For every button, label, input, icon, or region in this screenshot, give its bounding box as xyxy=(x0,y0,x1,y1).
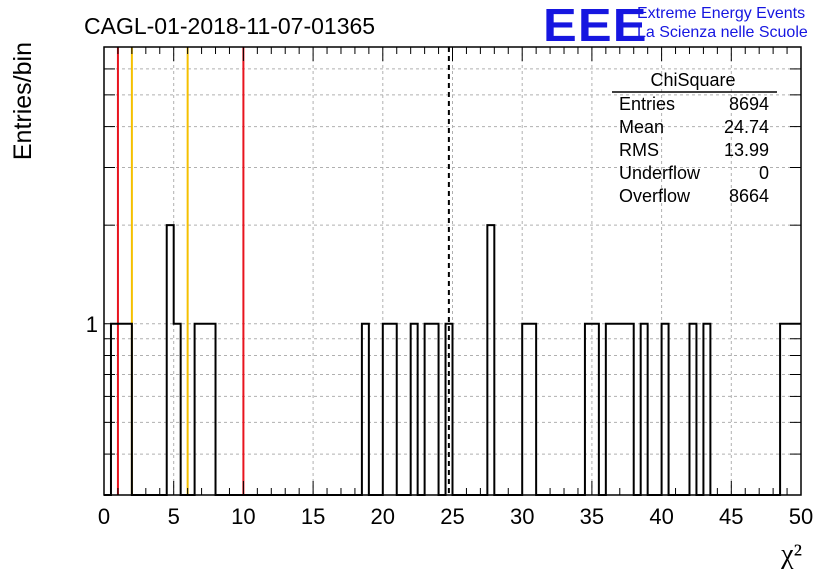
stats-label: Mean xyxy=(619,117,664,137)
x-tick-label: 35 xyxy=(580,504,604,529)
x-tick-label: 45 xyxy=(719,504,743,529)
logo-line-2: La Scienza nelle Scuole xyxy=(637,24,808,41)
stats-value: 8664 xyxy=(729,186,769,206)
histogram-bin xyxy=(425,324,432,495)
histogram-bin xyxy=(794,324,801,495)
x-tick-label: 20 xyxy=(371,504,395,529)
stats-box: ChiSquare Entries 8694 Mean 24.74 RMS 13.99 Un… xyxy=(612,70,777,206)
stats-label: RMS xyxy=(619,140,659,160)
histogram-bin xyxy=(529,324,536,495)
x-tick-label: 25 xyxy=(440,504,464,529)
histogram-bin xyxy=(118,324,125,495)
x-axis-label: χ² xyxy=(780,539,802,570)
histogram-bin xyxy=(703,324,710,495)
stats-label: Overflow xyxy=(619,186,691,206)
chart-title: CAGL-01-2018-11-07-01365 xyxy=(84,13,375,39)
histogram-bin xyxy=(780,324,787,495)
histogram-bin xyxy=(641,324,648,495)
histogram-bin xyxy=(411,324,418,495)
x-tick-label: 5 xyxy=(168,504,180,529)
stats-label: Underflow xyxy=(619,163,701,183)
histogram-bin xyxy=(662,324,669,495)
stats-value: 24.74 xyxy=(724,117,769,137)
histogram-bin xyxy=(125,324,132,495)
histogram-bin xyxy=(209,324,216,495)
x-tick-label: 0 xyxy=(98,504,110,529)
logo-line-1: Extreme Energy Events xyxy=(637,5,806,22)
y-axis-label: Entries/bin xyxy=(9,42,37,160)
x-tick-label: 30 xyxy=(510,504,534,529)
stats-value: 0 xyxy=(759,163,769,183)
x-tick-label: 40 xyxy=(649,504,673,529)
stats-value: 8694 xyxy=(729,94,769,114)
histogram-bin xyxy=(195,324,202,495)
histogram-bin xyxy=(627,324,634,495)
histogram-bin xyxy=(390,324,397,495)
x-tick-label: 50 xyxy=(789,504,813,529)
y-tick-label: 1 xyxy=(86,312,98,337)
histogram-bin xyxy=(383,324,390,495)
histogram-bin xyxy=(787,324,794,495)
histogram-bin xyxy=(585,324,592,495)
histogram-bin xyxy=(202,324,209,495)
histogram-bin xyxy=(689,324,696,495)
stats-header: ChiSquare xyxy=(650,70,735,90)
histogram-bin xyxy=(592,324,599,495)
stats-label: Entries xyxy=(619,94,675,114)
histogram-bin xyxy=(174,324,181,495)
eee-logo: EEE xyxy=(543,0,648,51)
histogram-bin xyxy=(432,324,439,495)
histogram-bin xyxy=(111,324,118,495)
x-tick-label: 15 xyxy=(301,504,325,529)
histogram-bin xyxy=(522,324,529,495)
x-tick-label: 10 xyxy=(231,504,255,529)
histogram-bin xyxy=(606,324,613,495)
histogram-bin xyxy=(362,324,369,495)
histogram-bin xyxy=(613,324,620,495)
histogram-bin xyxy=(620,324,627,495)
stats-value: 13.99 xyxy=(724,140,769,160)
